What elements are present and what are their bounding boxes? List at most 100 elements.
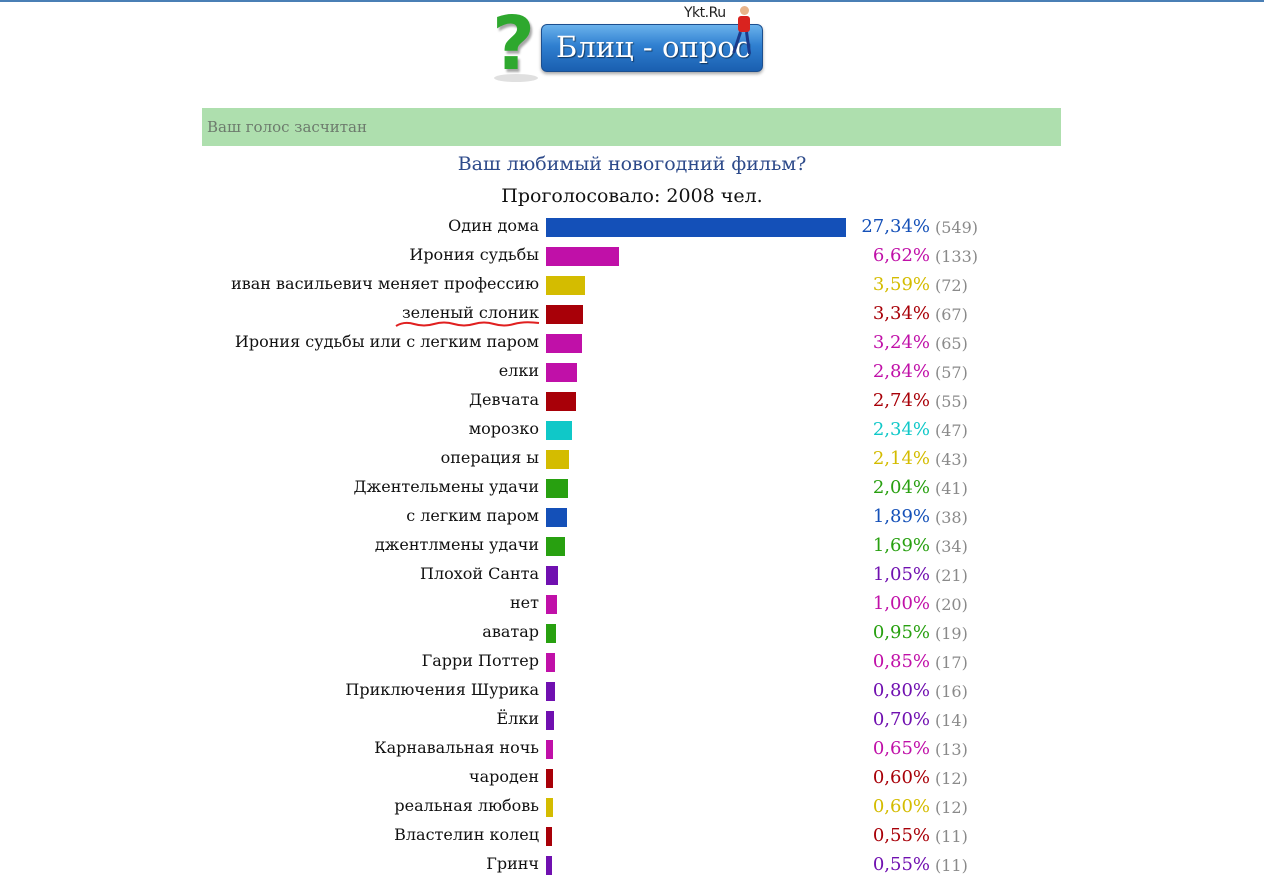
top-border bbox=[0, 0, 1264, 2]
option-label: Девчата bbox=[469, 390, 539, 409]
result-percent: 0,55% bbox=[872, 825, 930, 846]
poll-row: морозко 2,34% (47) bbox=[0, 415, 1264, 444]
result-bar bbox=[546, 276, 585, 295]
result-count: (133) bbox=[935, 247, 979, 266]
poll-row: аватар 0,95% (19) bbox=[0, 618, 1264, 647]
result-bar bbox=[546, 421, 572, 440]
result-bar bbox=[546, 363, 577, 382]
result-count: (67) bbox=[935, 305, 968, 324]
result-count: (41) bbox=[935, 479, 968, 498]
result-count: (72) bbox=[935, 276, 968, 295]
poll-logo[interactable]: ? Блиц - опрос Ykt.Ru bbox=[488, 4, 778, 90]
result-bar bbox=[546, 566, 558, 585]
result-count: (14) bbox=[935, 711, 968, 730]
logo-button[interactable] bbox=[541, 24, 763, 72]
brand-name: Ykt.Ru bbox=[684, 5, 726, 21]
poll-row: операция ы 2,14% (43) bbox=[0, 444, 1264, 473]
poll-row: чароден 0,60% (12) bbox=[0, 763, 1264, 792]
result-bar bbox=[546, 595, 557, 614]
result-bar bbox=[546, 653, 555, 672]
result-percent: 3,59% bbox=[872, 274, 930, 295]
banner-text: Ваш голос засчитан bbox=[207, 118, 367, 136]
result-count: (47) bbox=[935, 421, 968, 440]
result-bar bbox=[546, 247, 619, 266]
result-percent: 0,70% bbox=[872, 709, 930, 730]
result-count: (57) bbox=[935, 363, 968, 382]
result-percent: 1,05% bbox=[872, 564, 930, 585]
result-percent: 2,74% bbox=[872, 390, 930, 411]
result-count: (12) bbox=[935, 798, 968, 817]
result-percent: 0,95% bbox=[872, 622, 930, 643]
result-count: (13) bbox=[935, 740, 968, 759]
question-icon-shadow bbox=[494, 74, 538, 82]
option-label: операция ы bbox=[440, 448, 539, 467]
result-percent: 0,85% bbox=[872, 651, 930, 672]
result-count: (43) bbox=[935, 450, 968, 469]
poll-row: Приключения Шурика 0,80% (16) bbox=[0, 676, 1264, 705]
result-bar bbox=[546, 682, 555, 701]
option-label: аватар bbox=[482, 622, 539, 641]
result-bar bbox=[546, 624, 556, 643]
poll-row: иван васильевич меняет профессию 3,59% (72… bbox=[0, 270, 1264, 299]
result-percent: 0,80% bbox=[872, 680, 930, 701]
logo-title: Блиц - опрос bbox=[556, 30, 751, 64]
option-label: Плохой Санта bbox=[420, 564, 539, 583]
result-percent: 2,34% bbox=[872, 419, 930, 440]
red-underline-annotation bbox=[395, 321, 540, 327]
option-label: зеленый слоник bbox=[401, 303, 539, 322]
poll-row: зеленый слоник 3,34% (67) bbox=[0, 299, 1264, 328]
poll-row: Властелин колец 0,55% (11) bbox=[0, 821, 1264, 850]
result-percent: 0,65% bbox=[872, 738, 930, 759]
option-label: елки bbox=[498, 361, 539, 380]
result-bar bbox=[546, 479, 568, 498]
poll-row: Один дома 27,34% (549) bbox=[0, 212, 1264, 241]
result-bar bbox=[546, 334, 582, 353]
poll-row: Ирония судьбы 6,62% (133) bbox=[0, 241, 1264, 270]
option-label: Ирония судьбы bbox=[409, 245, 539, 264]
result-percent: 3,34% bbox=[872, 303, 930, 324]
poll-question: Ваш любимый новогодний фильм? bbox=[457, 153, 807, 175]
poll-row: Джентельмены удачи 2,04% (41) bbox=[0, 473, 1264, 502]
result-percent: 6,62% bbox=[872, 245, 930, 266]
poll-row: Карнавальная ночь 0,65% (13) bbox=[0, 734, 1264, 763]
option-label: Властелин колец bbox=[394, 825, 539, 844]
result-bar bbox=[546, 537, 565, 556]
result-count: (16) bbox=[935, 682, 968, 701]
option-label: Один дома bbox=[448, 216, 539, 235]
result-percent: 2,04% bbox=[872, 477, 930, 498]
result-count: (65) bbox=[935, 334, 968, 353]
result-percent: 0,55% bbox=[872, 854, 930, 875]
result-bar bbox=[546, 740, 553, 759]
option-label: реальная любовь bbox=[394, 796, 539, 815]
vote-accepted-banner: Ваш голос засчитан bbox=[202, 108, 1061, 146]
result-bar bbox=[546, 218, 846, 237]
result-percent: 0,60% bbox=[872, 796, 930, 817]
result-percent: 1,00% bbox=[872, 593, 930, 614]
result-percent: 0,60% bbox=[872, 767, 930, 788]
result-count: (549) bbox=[935, 218, 979, 237]
result-count: (17) bbox=[935, 653, 968, 672]
poll-row: реальная любовь 0,60% (12) bbox=[0, 792, 1264, 821]
option-label: джентлмены удачи bbox=[374, 535, 539, 554]
result-percent: 27,34% bbox=[861, 216, 930, 237]
result-percent: 3,24% bbox=[872, 332, 930, 353]
result-percent: 1,69% bbox=[872, 535, 930, 556]
result-count: (38) bbox=[935, 508, 968, 527]
option-label: Карнавальная ночь bbox=[374, 738, 539, 757]
result-count: (21) bbox=[935, 566, 968, 585]
poll-row: Ирония судьбы или с легким паром 3,24% (65… bbox=[0, 328, 1264, 357]
result-bar bbox=[546, 827, 552, 846]
voted-count: Проголосовало: 2008 чел. bbox=[501, 185, 763, 207]
result-bar bbox=[546, 450, 569, 469]
poll-row: Девчата 2,74% (55) bbox=[0, 386, 1264, 415]
poll-row: Ёлки 0,70% (14) bbox=[0, 705, 1264, 734]
result-percent: 1,89% bbox=[872, 506, 930, 527]
result-bar bbox=[546, 508, 567, 527]
result-percent: 2,84% bbox=[872, 361, 930, 382]
poll-row: Гринч 0,55% (11) bbox=[0, 850, 1264, 879]
poll-row: нет 1,00% (20) bbox=[0, 589, 1264, 618]
poll-row: с легким паром 1,89% (38) bbox=[0, 502, 1264, 531]
option-label: нет bbox=[510, 593, 539, 612]
poll-row: елки 2,84% (57) bbox=[0, 357, 1264, 386]
result-bar bbox=[546, 856, 552, 875]
